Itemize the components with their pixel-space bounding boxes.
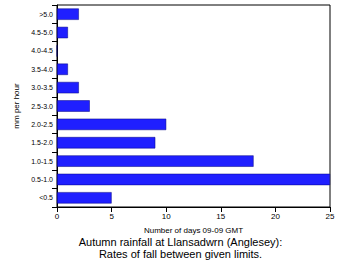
svg-text:1.5-2.0: 1.5-2.0 [31,139,53,146]
svg-text:Number of days 09-09 GMT: Number of days 09-09 GMT [144,226,243,235]
svg-text:Rates of fall between given li: Rates of fall between given limits. [99,248,262,260]
svg-text:5: 5 [109,212,114,221]
svg-text:0: 0 [55,212,60,221]
svg-text:10: 10 [162,212,171,221]
svg-text:0.5-1.0: 0.5-1.0 [31,176,53,183]
svg-text:4.0-4.5: 4.0-4.5 [31,47,53,54]
svg-text:3.0-3.5: 3.0-3.5 [31,84,53,91]
svg-text:mm per hour: mm per hour [12,83,21,129]
svg-text:Autumn rainfall at Llansadwrn: Autumn rainfall at Llansadwrn (Anglesey)… [79,236,283,248]
svg-text:4.5-5.0: 4.5-5.0 [31,29,53,36]
svg-text:>5.0: >5.0 [39,11,53,18]
svg-text:20: 20 [271,212,280,221]
svg-text:2.0-2.5: 2.0-2.5 [31,121,53,128]
svg-text:3.5-4.0: 3.5-4.0 [31,66,53,73]
svg-text:1.0-1.5: 1.0-1.5 [31,158,53,165]
svg-text:<0.5: <0.5 [39,194,53,201]
svg-text:25: 25 [326,212,335,221]
svg-text:15: 15 [216,212,225,221]
svg-text:2.5-3.0: 2.5-3.0 [31,103,53,110]
